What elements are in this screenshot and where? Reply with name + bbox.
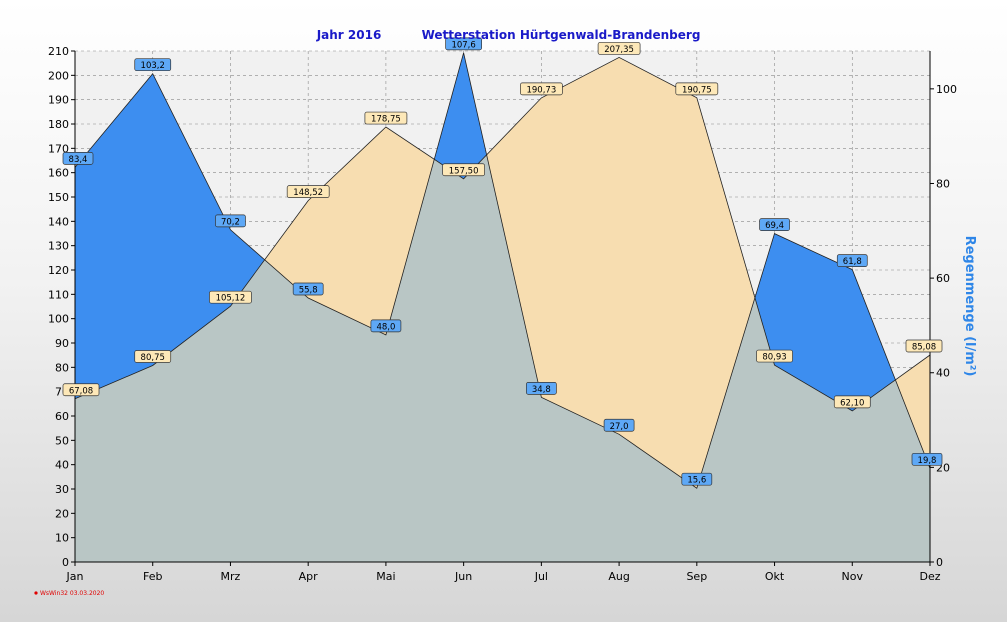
rain-data-label-box [292,282,324,296]
rain-data-label-box [215,214,246,228]
right-axis-tick-label: 60 [936,272,950,285]
series-areas [74,52,931,563]
left-axis-tick-label: 50 [55,434,69,447]
rain-data-label: 27,0 [610,422,629,432]
rain-data-label: 48,0 [376,322,395,332]
sunshine-data-label: 148,52 [293,188,323,198]
right-axis-tick-label: 100 [936,83,957,96]
left-axis-tick-label: 20 [55,507,69,520]
footer-credit: WsWin32 03.03.2020 [40,590,104,597]
sunshine-data-label: 190,73 [526,85,556,95]
chart-title-station: Wetterstation Hürtgenwald-Brandenberg [422,28,701,42]
left-axis-tick-label: 90 [55,337,69,350]
sunshine-data-label: 105,12 [216,294,246,304]
rain-data-label-box [911,452,943,466]
left-axis-tick-label: 140 [48,215,69,228]
left-axis-tick-label: 80 [55,361,69,374]
x-axis-tick-label: Jan [66,570,84,583]
sunshine-data-label-box [520,82,563,96]
sunshine-data-label-box [905,339,943,353]
rain-data-label-box [759,218,790,231]
x-axis-tick-label: Mai [376,570,395,583]
rain-line [74,52,931,489]
sunshine-line [74,56,931,412]
rain-data-label: 19,8 [918,456,937,466]
rain-data-label-box [62,152,94,165]
x-axis-tick-label: Mrz [221,570,241,583]
sunshine-data-label-box [286,185,330,198]
sunshine-data-label-box [62,383,100,397]
rain-data-label: 107,6 [451,40,475,50]
sunshine-data-label-box [364,111,408,125]
left-axis-tick-label: 110 [48,288,69,301]
sunshine-data-label: 80,75 [141,353,165,363]
sunshine-data-label-box [756,349,793,363]
rain-data-label: 70,2 [221,217,240,227]
rain-data-label-box [681,472,713,486]
overlap-area [75,57,930,562]
sunshine-data-label: 62,10 [840,398,864,408]
left-axis-tick-label: 60 [55,410,69,423]
left-axis-tick-label: 170 [48,142,69,155]
data-labels: 67,08 80,75 105,12 148,52 178,75 157,50 190,73… [62,37,943,486]
sunshine-data-label: 157,50 [449,166,479,176]
left-axis-tick-label: 160 [48,167,69,180]
sunshine-data-label-box [209,290,252,304]
x-axis-tick-label: Nov [842,570,864,583]
left-axis-tick-label: 30 [55,483,69,496]
rain-data-label: 34,8 [532,385,551,395]
sunshine-data-label-box [597,42,641,55]
left-axis-tick-label: 210 [48,45,69,58]
rain-data-label: 83,4 [69,155,88,165]
x-axis-tick-label: Sep [686,570,707,583]
right-axis-title: Regenmenge (l/m²) [962,236,977,377]
rain-data-label: 15,6 [687,476,706,486]
sunshine-data-label-box [833,395,871,409]
left-axis-tick-label: 180 [48,118,69,131]
sunshine-data-label: 67,08 [69,386,93,396]
sunshine-data-label: 190,75 [682,85,712,95]
x-axis-tick-label: Apr [299,570,319,583]
left-axis-tick-label: 10 [55,532,69,545]
rain-data-label-box [603,418,635,432]
right-axis-tick-label: 40 [936,367,950,380]
x-axis-tick-label: Jun [454,570,472,583]
rain-data-label: 103,2 [141,61,165,71]
rain-data-label-box [445,37,482,51]
left-axis-tick-label: 130 [48,240,69,253]
sunshine-data-label: 80,93 [762,353,786,363]
left-axis-tick-label: 100 [48,313,69,326]
footer-bullet-icon [34,591,38,595]
rain-data-label: 69,4 [765,221,784,231]
x-axis-tick-label: Jul [534,570,548,583]
sunshine-data-label-box [442,163,485,177]
x-axis-tick-label: Feb [143,570,162,583]
sunshine-data-label: 178,75 [371,115,401,125]
sunshine-data-label-box [134,350,172,363]
sunshine-data-label: 85,08 [912,342,936,352]
chart-title-year: Jahr 2016 [316,28,382,42]
rain-data-label-box [836,254,868,267]
rain-data-label: 61,8 [843,257,862,267]
left-axis-tick-label: 190 [48,94,69,107]
rain-data-label: 55,8 [299,285,318,295]
left-axis-tick-label: 150 [48,191,69,204]
x-axis-tick-label: Aug [608,570,629,583]
x-axis-tick-label: Dez [919,570,940,583]
left-axis-tick-label: 120 [48,264,69,277]
sunshine-data-label: 207,35 [604,45,634,55]
rain-data-label-box [134,58,172,72]
right-axis-tick-label: 0 [936,556,943,569]
rain-data-label-box [526,381,557,395]
rain-data-label-box [370,319,402,333]
x-axis-tick-label: Okt [765,570,785,583]
left-axis-tick-label: 0 [62,556,69,569]
axes: 0102030405060708090100110120130140150160… [48,45,957,583]
left-axis-tick-label: 40 [55,459,69,472]
right-axis-tick-label: 80 [936,177,950,190]
sunshine-data-label-box [675,82,719,96]
left-axis-tick-label: 200 [48,69,69,82]
